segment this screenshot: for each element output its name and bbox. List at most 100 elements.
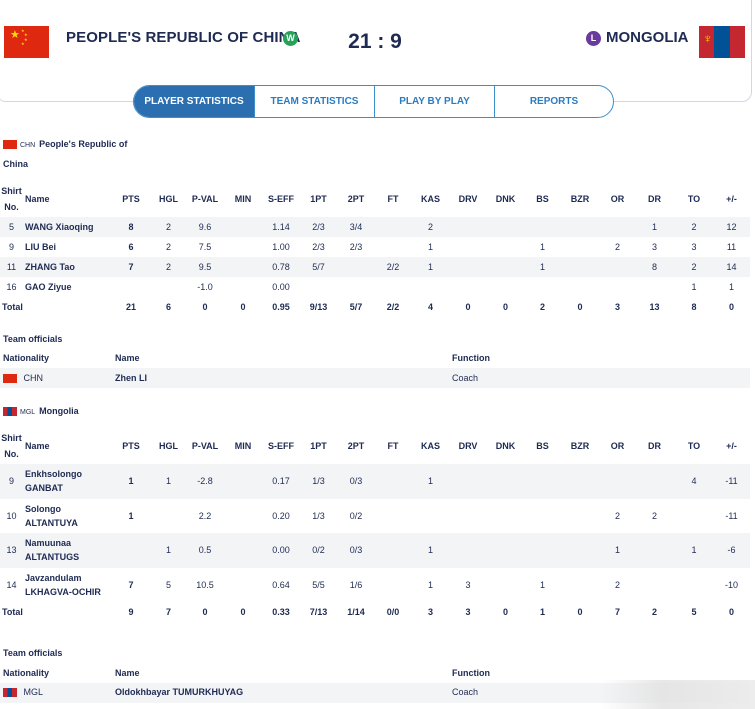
team-name-line1: Mongolia	[39, 406, 79, 416]
stat-cell	[451, 237, 485, 257]
stat-cell: 2/3	[301, 217, 336, 237]
total-cell: 9/13	[309, 302, 328, 312]
player-name[interactable]: LIU Bei	[25, 242, 57, 252]
home-section-title: CHN People's Republic of	[3, 139, 127, 150]
stat-cell: -11	[713, 464, 750, 499]
tab-reports[interactable]: REPORTS	[529, 96, 579, 107]
total-cell: 5/7	[349, 302, 363, 312]
stat-cell	[485, 277, 526, 297]
shirt-header: Shirt No.	[1, 433, 22, 459]
column-header-1pt: 1PT	[310, 441, 327, 451]
stat-cell: 2	[651, 510, 657, 521]
stat-cell	[485, 533, 526, 568]
stat-cell: 14	[713, 257, 750, 277]
stat-cell: 0.17	[261, 464, 301, 499]
stat-cell	[526, 533, 559, 568]
stat-cell	[601, 277, 634, 297]
stat-cell: 2	[675, 257, 713, 277]
total-cell: 0	[502, 607, 508, 617]
home-team-name[interactable]: PEOPLE'S REPUBLIC OF CHINA	[66, 29, 301, 46]
column-header-to: TO	[687, 194, 701, 204]
column-header-ft: FT	[387, 194, 399, 204]
shirt-header: Shirt No.	[1, 186, 22, 212]
officials-nationality-header: Nationality	[3, 668, 50, 678]
stat-cell: 11	[726, 242, 737, 252]
official-name[interactable]: Oldokhbayar TUMURKHUYAG	[115, 687, 244, 697]
stat-cell: 6	[128, 242, 134, 252]
column-header-2pt: 2PT	[347, 441, 365, 451]
stat-cell: 1	[427, 579, 433, 590]
stat-cell: 0.00	[261, 533, 301, 568]
stat-cell: 1	[410, 533, 451, 568]
player-name[interactable]: Namuunaa ALTANTUGS	[23, 533, 110, 568]
stat-cell: 1	[410, 257, 451, 277]
stat-cell: 2	[410, 217, 451, 237]
team-code: CHN	[20, 142, 36, 149]
stat-cell: 0.5	[185, 533, 225, 568]
stat-cell: 1	[526, 257, 559, 277]
tab-team-statistics[interactable]: TEAM STATISTICS	[255, 86, 375, 117]
stat-cell	[225, 464, 261, 499]
stat-cell: 2/2	[376, 257, 410, 277]
column-header-p-val: P-VAL	[191, 194, 219, 204]
column-header-to: TO	[687, 441, 701, 451]
china-flag-icon: ★ ★ ★ ★ ★	[4, 26, 49, 58]
stat-cell	[376, 237, 410, 257]
stat-cell: 1	[691, 282, 697, 292]
mongolia-flag-icon: ♆	[699, 26, 745, 58]
total-cell: 7	[165, 607, 171, 617]
player-name[interactable]: Javzandulam LKHAGVA-OCHIR	[25, 572, 101, 597]
stat-cell: 0.20	[272, 510, 290, 521]
total-cell: 0/0	[386, 607, 400, 617]
away-team-name[interactable]: MONGOLIA	[606, 29, 689, 46]
stat-cell: 1/3	[301, 464, 336, 499]
tab-player-statistics[interactable]: PLAYER STATISTICS	[134, 86, 255, 117]
total-cell: 9	[128, 607, 134, 617]
stat-cell: 0.00	[272, 282, 290, 292]
column-header-or: OR	[610, 194, 625, 204]
stat-cell: 8	[634, 257, 675, 277]
official-name[interactable]: Zhen LI	[115, 373, 147, 383]
stat-cell: 0/2	[301, 533, 336, 568]
stat-cell: 1	[539, 242, 545, 252]
official-nationality: MGL	[3, 687, 43, 698]
stat-cell: 1.00	[272, 242, 290, 252]
tab-play-by-play[interactable]: PLAY BY PLAY	[375, 86, 495, 117]
stat-cell	[526, 277, 559, 297]
total-cell: 21	[125, 302, 136, 312]
away-section-title: MGL Mongolia	[3, 406, 79, 417]
column-header-bzr: BZR	[570, 441, 590, 451]
stat-cell: 12	[713, 217, 750, 237]
stat-cell	[301, 277, 336, 297]
officials-function-header: Function	[452, 353, 490, 363]
total-cell: 0	[202, 302, 208, 312]
stat-cell	[559, 237, 601, 257]
table-row: 10 Solongo ALTANTUYA 1 2.2 0.20 1/3 0/2 2 2 -11	[0, 499, 750, 534]
stat-cell: -6	[713, 533, 750, 568]
player-name[interactable]: WANG Xiaoqing	[23, 217, 110, 237]
stat-cell	[152, 277, 185, 297]
stat-cell	[225, 237, 261, 257]
stat-cell: 2	[614, 510, 620, 521]
player-name[interactable]: Solongo ALTANTUYA	[25, 503, 78, 528]
table-header-row: Shirt No. Name PTS HGL P-VAL MIN S-EFF 1PT 2PT F…	[0, 181, 750, 217]
stat-cell	[559, 568, 601, 603]
shirt-number: 16	[6, 282, 17, 292]
stat-cell	[110, 533, 152, 568]
player-name[interactable]: ZHANG Tao	[23, 257, 110, 277]
table-row: 14 Javzandulam LKHAGVA-OCHIR 7 5 10.5 0.64 5/5 1…	[0, 568, 750, 603]
total-cell: 13	[649, 302, 660, 312]
stat-cell	[675, 499, 713, 534]
player-name[interactable]: Enkhsolongo GANBAT	[23, 464, 110, 499]
stat-cell	[451, 533, 485, 568]
stat-cell	[526, 464, 559, 499]
stat-cell	[601, 217, 634, 237]
stat-cell: 1	[427, 242, 433, 252]
official-nationality: CHN	[3, 373, 43, 384]
stat-cell: 2	[165, 242, 171, 252]
stat-cell	[485, 237, 526, 257]
player-name[interactable]: GAO Ziyue	[25, 282, 72, 292]
mongolia-flag-icon	[3, 407, 17, 417]
column-header-s-eff: S-EFF	[268, 441, 294, 451]
total-cell: 0	[728, 302, 734, 312]
